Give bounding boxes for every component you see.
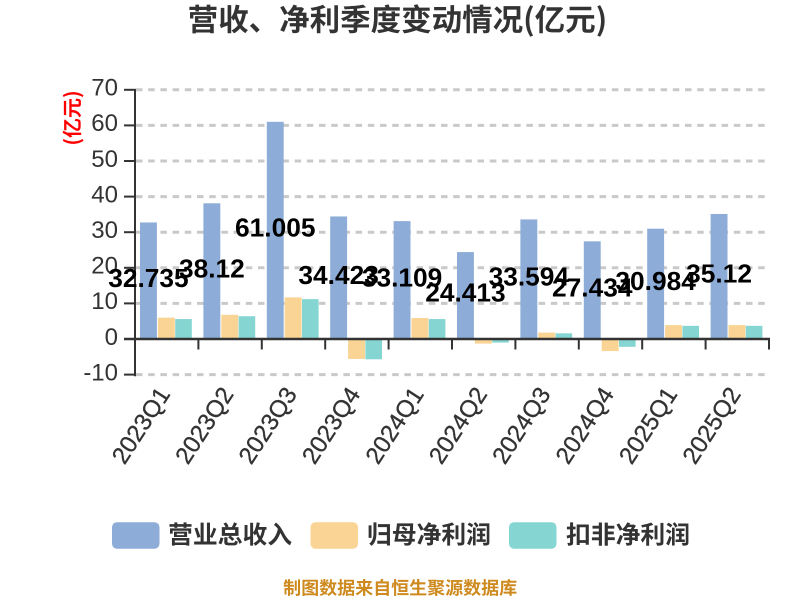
svg-text:10: 10	[91, 288, 118, 315]
svg-text:33.594: 33.594	[489, 261, 570, 291]
svg-text:30: 30	[91, 217, 118, 244]
svg-text:50: 50	[91, 146, 118, 173]
svg-text:38.12: 38.12	[179, 253, 245, 283]
svg-text:40: 40	[91, 181, 118, 208]
svg-text:30.984: 30.984	[615, 266, 696, 296]
svg-text:34.423: 34.423	[298, 260, 378, 290]
svg-text:35.12: 35.12	[686, 259, 752, 289]
svg-text:27.434: 27.434	[552, 272, 633, 302]
svg-text:70: 70	[91, 75, 118, 102]
svg-text:24.413: 24.413	[425, 278, 505, 308]
svg-text:33.109: 33.109	[362, 262, 442, 292]
svg-text:32.735: 32.735	[108, 263, 188, 293]
svg-text:-10: -10	[83, 359, 118, 386]
svg-text:60: 60	[91, 110, 118, 137]
svg-text:0: 0	[105, 324, 118, 351]
svg-text:61.005: 61.005	[235, 213, 315, 243]
svg-text:20: 20	[91, 253, 118, 280]
